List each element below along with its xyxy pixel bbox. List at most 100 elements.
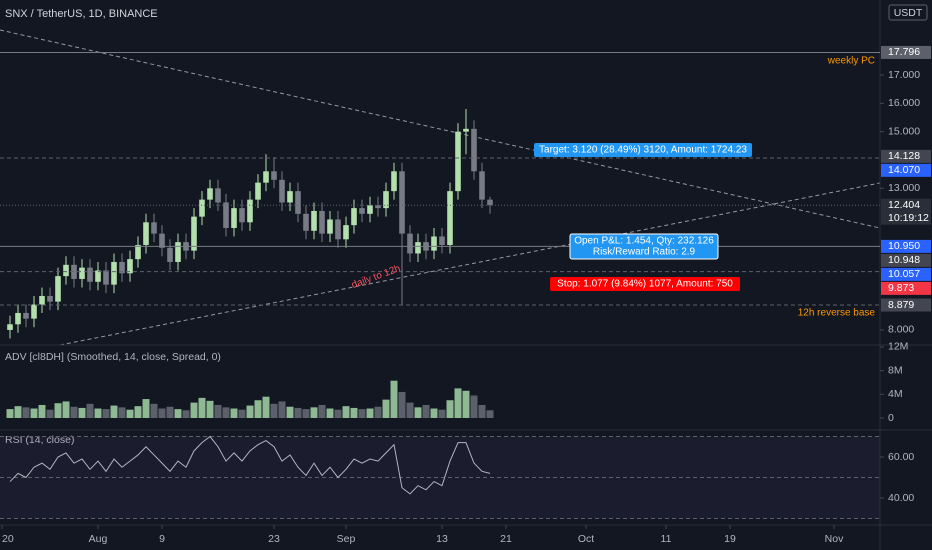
volume-bar — [470, 395, 478, 418]
volume-bar — [310, 407, 318, 418]
candle-body — [135, 244, 141, 260]
x-tick-label: Aug — [89, 533, 108, 545]
volume-bar — [190, 402, 198, 418]
volume-bar — [222, 407, 230, 418]
volume-bar — [342, 406, 350, 418]
y-tick-label: 60.00 — [888, 451, 914, 463]
candle-body — [31, 304, 37, 319]
position-label: Risk/Reward Ratio: 2.9 — [593, 247, 696, 258]
volume-bar — [398, 391, 406, 418]
candle-body — [271, 171, 277, 180]
candle-body — [127, 259, 133, 274]
candle-body — [367, 205, 373, 214]
candle-body — [311, 210, 317, 231]
y-tick-label: 8.000 — [888, 324, 914, 336]
price-label-box — [881, 267, 931, 281]
volume-bar — [302, 409, 310, 418]
price-label-box — [881, 163, 931, 177]
x-tick-label: 9 — [159, 533, 165, 545]
volume-bar — [438, 409, 446, 418]
candle-body — [343, 225, 349, 240]
candle-body — [375, 205, 381, 209]
volume-bar — [390, 380, 398, 418]
y-tick-label: 13.000 — [888, 182, 920, 194]
candle-body — [87, 267, 93, 282]
candle-body — [215, 188, 221, 203]
volume-bar — [270, 403, 278, 418]
price-label: 17.796 — [888, 46, 920, 58]
countdown: 10:19:12 — [888, 212, 929, 224]
price-label-box — [881, 281, 931, 295]
position-label: Open P&L: 1.454, Qty: 232.126 — [574, 236, 714, 247]
candle-body — [431, 236, 437, 251]
x-tick-label: Sep — [337, 533, 356, 545]
volume-bar — [230, 408, 238, 418]
candle-body — [39, 295, 45, 305]
volume-bar — [6, 409, 14, 418]
volume-bar — [238, 409, 246, 418]
candle-body — [79, 267, 85, 279]
candle-body — [103, 270, 109, 285]
candle-body — [407, 233, 413, 254]
price-label: 12.404 — [888, 199, 920, 211]
candle-body — [239, 208, 245, 223]
y-tick-label: 40.00 — [888, 492, 914, 504]
volume-bar — [446, 400, 454, 418]
volume-bar — [14, 406, 22, 418]
volume-bar — [374, 406, 382, 418]
candle-body — [327, 219, 333, 234]
volume-bar — [406, 402, 414, 418]
candle-body — [47, 295, 53, 302]
candle-body — [247, 199, 253, 223]
currency[interactable]: USDT — [894, 7, 923, 19]
volume-bar — [110, 405, 118, 418]
candle-body — [399, 171, 405, 234]
volume-bar — [486, 410, 494, 418]
candle-body — [223, 202, 229, 228]
candle-body — [143, 222, 149, 245]
candle-body — [255, 182, 261, 200]
candle-body — [287, 191, 293, 203]
y-tick-label: 4M — [888, 388, 903, 400]
rsi-line — [9, 435, 491, 495]
volume-bar — [326, 408, 334, 418]
volume-bar — [182, 410, 190, 418]
price-label: 10.950 — [888, 240, 920, 252]
volume-bar — [78, 407, 86, 418]
y-tick-label: 16.000 — [888, 97, 920, 109]
volume-bar — [254, 400, 262, 418]
volume-bar — [334, 409, 342, 418]
price-label: 8.879 — [888, 299, 914, 311]
annotation: 12h reverse base — [798, 308, 876, 319]
currency-box[interactable] — [888, 4, 928, 21]
volume-bar — [278, 401, 286, 418]
volume-bar — [422, 404, 430, 418]
candle-body — [7, 324, 13, 330]
volume-bar — [102, 409, 110, 418]
x-tick-label: Oct — [578, 533, 594, 545]
candle-body — [167, 247, 173, 262]
candle-body — [63, 264, 69, 277]
candle-body — [175, 242, 181, 262]
candle-body — [351, 208, 357, 226]
rsi-band — [0, 436, 880, 519]
volume-bar — [214, 404, 222, 418]
price-label: 9.873 — [888, 282, 914, 294]
x-tick-label: 23 — [268, 533, 280, 545]
volume-bar — [246, 405, 254, 418]
y-tick-label: 12M — [888, 341, 908, 353]
volume-bar — [414, 407, 422, 418]
y-tick-label: 0 — [888, 412, 894, 424]
chart-title: SNX / TetherUS, 1D, BINANCE — [5, 8, 158, 20]
trend-line — [59, 182, 881, 346]
volume-bar — [206, 400, 214, 418]
candle-body — [335, 219, 341, 240]
x-tick-label: 19 — [724, 533, 736, 545]
candle-body — [479, 171, 485, 200]
volume-bar — [166, 406, 174, 418]
candle-body — [23, 312, 29, 319]
price-label-box — [881, 253, 931, 267]
price-label-box — [881, 198, 931, 225]
